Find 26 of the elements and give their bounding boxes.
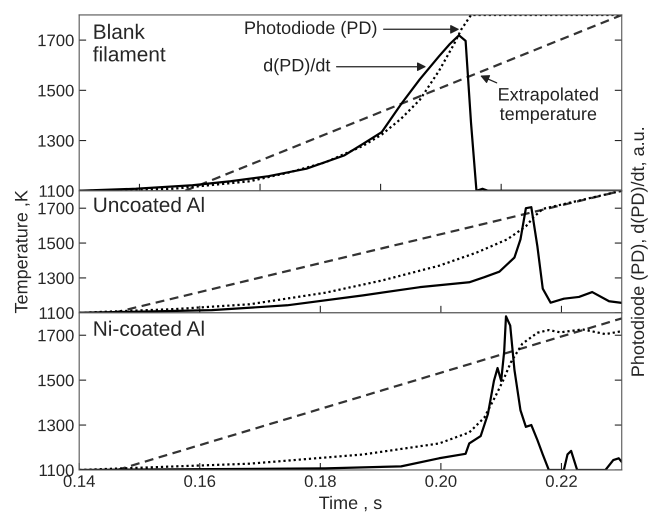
annotation: Blank filament — [93, 24, 166, 62]
y-tick-label: 1700 — [38, 330, 74, 342]
annotation: Photodiode (PD) — [245, 20, 376, 38]
annotation: Uncoated Al — [94, 196, 204, 212]
x-tick-label: 0.22 — [546, 475, 577, 488]
y-tick-label: 1300 — [38, 272, 74, 284]
x-tick-label: 0.18 — [304, 475, 336, 488]
x-tick-label: 0.16 — [184, 475, 216, 488]
annotation: d(PD)/dt — [264, 58, 330, 76]
y-tick-label: 1100 — [40, 464, 74, 476]
y2-axis-title: Photodiode (PD), d(PD)/dt, a.u. — [630, 128, 648, 376]
y-tick-label: 1500 — [38, 374, 74, 386]
annotation: Ni-coated Al — [94, 320, 204, 336]
y-tick-label: 1700 — [38, 202, 74, 214]
annotation: Extrapolated temperature — [499, 87, 598, 124]
x-tick-label: 0.14 — [64, 475, 95, 488]
y-tick-label: 1500 — [38, 237, 74, 250]
y-tick-label: 1300 — [38, 134, 74, 147]
y-tick-label: 1500 — [38, 84, 74, 97]
y-axis-title: Temperature ,K — [14, 190, 32, 314]
x-axis-title: Time , s — [319, 496, 382, 512]
y-tick-label: 1300 — [38, 419, 74, 432]
y-tick-label: 1100 — [40, 185, 74, 197]
y-tick-label: 1700 — [38, 34, 74, 46]
y-tick-label: 1100 — [40, 307, 74, 319]
x-tick-label: 0.20 — [425, 475, 456, 488]
